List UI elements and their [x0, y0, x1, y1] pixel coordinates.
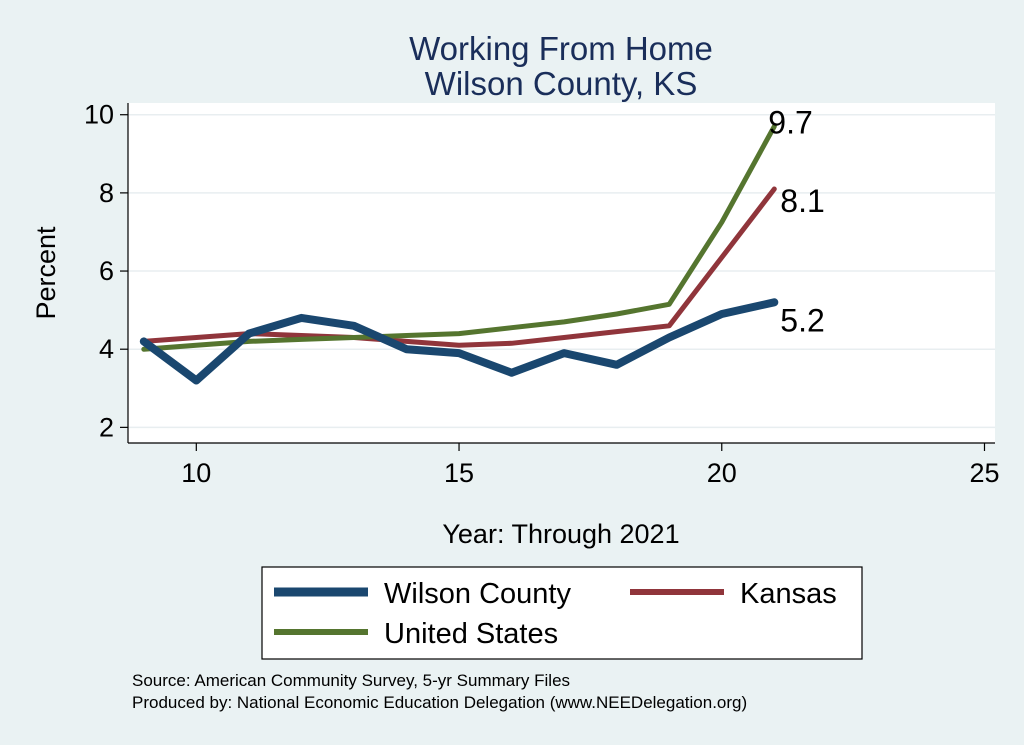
series-line-wilson-county — [139, 298, 779, 385]
legend-label-kansas: Kansas — [740, 578, 837, 610]
x-axis-label: Year: Through 2021 — [442, 519, 679, 549]
source-note: Source: American Community Survey, 5-yr … — [132, 671, 570, 690]
end-label-kansas: 8.1 — [780, 183, 824, 219]
y-tick-label-8: 8 — [99, 178, 114, 208]
y-tick-label-6: 6 — [99, 256, 114, 286]
x-tick-label-20: 20 — [707, 458, 737, 488]
y-tick-label-10: 10 — [84, 100, 114, 130]
x-tick-label-15: 15 — [444, 458, 474, 488]
legend-box — [261, 566, 863, 660]
y-axis-label: Percent — [31, 226, 61, 320]
series-line-united-states — [141, 123, 777, 352]
legend-label-wilson-county: Wilson County — [384, 578, 571, 610]
x-tick-label-25: 25 — [969, 458, 999, 488]
series-lines — [139, 123, 779, 385]
y-tick-label-2: 2 — [99, 412, 114, 442]
chart-title-line-2: Wilson County, KS — [425, 65, 698, 102]
x-tick-label-10: 10 — [181, 458, 211, 488]
end-label-united-states: 9.7 — [768, 104, 812, 140]
chart-title-line-1: Working From Home — [409, 30, 713, 67]
y-tick-label-4: 4 — [99, 334, 114, 364]
gridlines — [128, 113, 995, 429]
axes: 2 4 6 8 10 10 15 20 25 — [84, 100, 1000, 488]
legend-label-united-states: United States — [384, 618, 558, 650]
end-label-wilson-county: 5.2 — [780, 302, 824, 338]
plot-area — [128, 103, 995, 443]
producer-note: Produced by: National Economic Education… — [132, 693, 747, 712]
legend: Wilson County Kansas United States — [261, 566, 863, 660]
end-labels: 8.1 9.7 5.2 — [768, 104, 824, 338]
